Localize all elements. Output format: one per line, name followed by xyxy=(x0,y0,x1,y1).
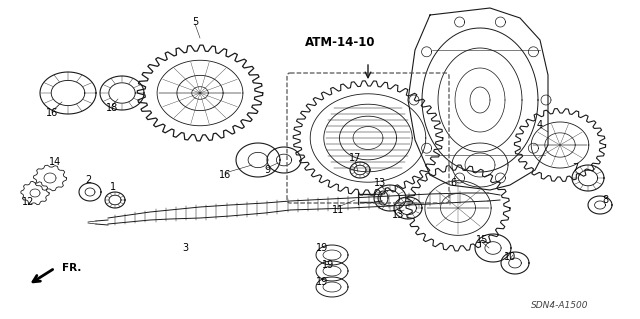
Text: 14: 14 xyxy=(49,157,61,167)
Text: 19: 19 xyxy=(316,243,328,253)
Text: 7: 7 xyxy=(572,163,578,173)
Text: 19: 19 xyxy=(322,260,334,270)
Text: 16: 16 xyxy=(219,170,231,180)
Text: 2: 2 xyxy=(85,175,91,185)
Text: 3: 3 xyxy=(182,243,188,253)
Text: 13: 13 xyxy=(392,210,404,220)
Text: 11: 11 xyxy=(332,205,344,215)
Text: 19: 19 xyxy=(316,277,328,287)
Text: FR.: FR. xyxy=(62,263,81,273)
Text: 18: 18 xyxy=(106,103,118,113)
Text: 6: 6 xyxy=(450,178,456,188)
Text: 12: 12 xyxy=(22,197,34,207)
Text: 4: 4 xyxy=(537,120,543,130)
Text: SDN4-A1500: SDN4-A1500 xyxy=(531,300,589,309)
Text: 15: 15 xyxy=(476,235,488,245)
Text: 10: 10 xyxy=(504,252,516,262)
Text: 9: 9 xyxy=(264,165,270,175)
Text: 13: 13 xyxy=(374,178,386,188)
Text: 1: 1 xyxy=(110,182,116,192)
Text: 5: 5 xyxy=(192,17,198,27)
Text: 8: 8 xyxy=(602,195,608,205)
Text: 16: 16 xyxy=(46,108,58,118)
Text: ATM-14-10: ATM-14-10 xyxy=(305,35,375,48)
Text: 17: 17 xyxy=(349,153,361,163)
